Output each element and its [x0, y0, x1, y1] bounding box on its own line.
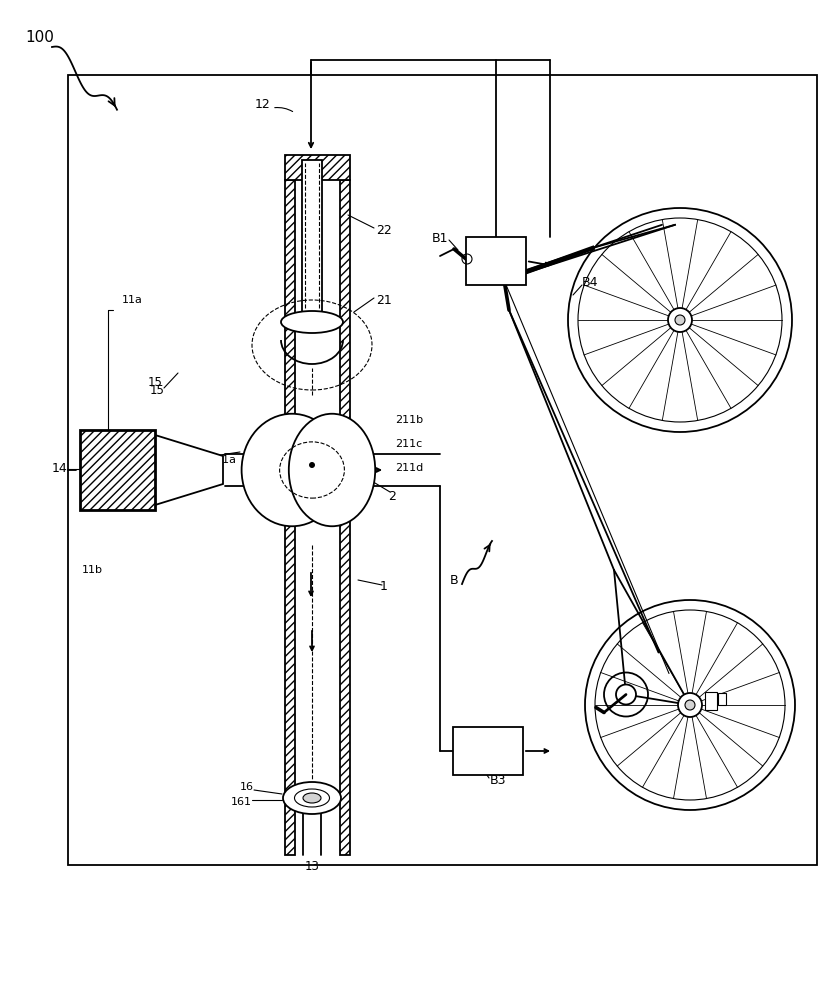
Text: 2: 2 — [388, 490, 396, 504]
Bar — [705, 692, 717, 710]
Text: 22: 22 — [376, 224, 392, 236]
Text: 11: 11 — [109, 464, 126, 477]
Text: 21: 21 — [376, 294, 392, 306]
Text: 15: 15 — [150, 383, 165, 396]
Text: 161: 161 — [231, 797, 252, 807]
Ellipse shape — [242, 414, 343, 526]
Bar — [80, 430, 155, 510]
Text: 211a: 211a — [208, 455, 236, 465]
Bar — [466, 237, 526, 285]
Bar — [718, 693, 726, 705]
Polygon shape — [155, 435, 223, 505]
Circle shape — [685, 700, 695, 710]
Text: 11a: 11a — [122, 295, 143, 305]
Text: B: B — [450, 574, 459, 586]
Text: 14: 14 — [52, 462, 68, 476]
Bar — [68, 75, 817, 865]
Circle shape — [675, 315, 685, 325]
Text: B4: B4 — [582, 275, 598, 288]
Bar — [453, 727, 523, 775]
Text: 11b: 11b — [82, 565, 103, 575]
Bar — [302, 160, 322, 312]
Circle shape — [616, 684, 636, 704]
Ellipse shape — [303, 793, 321, 803]
Text: 12: 12 — [255, 99, 271, 111]
Text: 15: 15 — [148, 375, 163, 388]
Bar — [340, 180, 350, 855]
Circle shape — [678, 693, 702, 717]
Bar — [340, 180, 350, 855]
Bar — [80, 430, 155, 510]
Bar — [285, 155, 350, 180]
Text: 1: 1 — [380, 580, 388, 593]
Bar — [285, 180, 295, 855]
Text: 211c: 211c — [395, 439, 423, 449]
Ellipse shape — [281, 311, 343, 333]
Text: 211d: 211d — [395, 463, 423, 473]
Bar — [285, 180, 295, 855]
Text: B1: B1 — [432, 232, 448, 244]
Text: 16: 16 — [240, 782, 254, 792]
Text: 100: 100 — [25, 29, 54, 44]
Bar — [285, 155, 350, 180]
Text: 11c: 11c — [96, 500, 116, 510]
Circle shape — [668, 308, 692, 332]
Ellipse shape — [283, 782, 341, 814]
Text: 211b: 211b — [395, 415, 423, 425]
Circle shape — [309, 462, 315, 468]
Ellipse shape — [289, 414, 375, 526]
Text: B3: B3 — [490, 774, 506, 786]
Bar — [295, 180, 340, 855]
Text: B2: B2 — [487, 254, 504, 267]
Text: 13: 13 — [305, 860, 320, 874]
